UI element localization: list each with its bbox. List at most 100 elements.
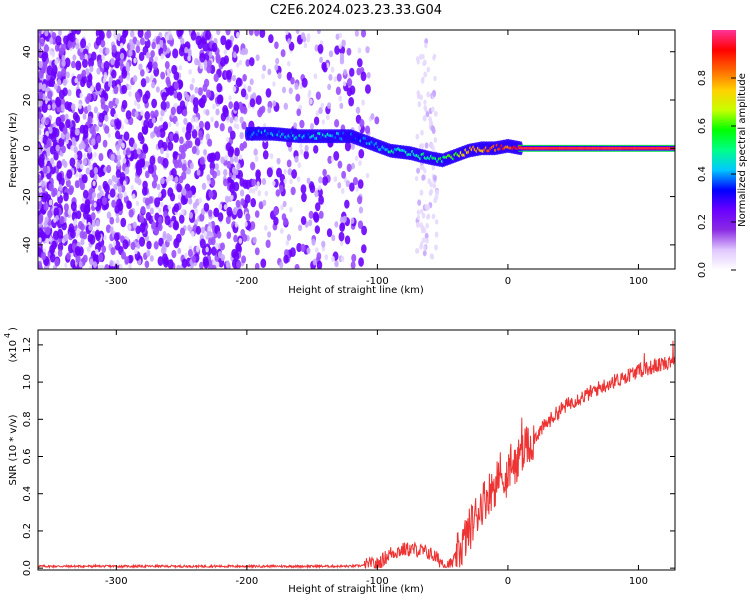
heatmap-noise-cell xyxy=(44,30,49,37)
heatmap-noise-cell xyxy=(164,61,170,70)
heatmap-noise-cell xyxy=(261,73,265,80)
heatmap-noise-cell xyxy=(182,108,188,117)
heatmap-noise-cell xyxy=(291,169,298,179)
spectrogram-x-label: Height of straight line (km) xyxy=(288,285,424,296)
heatmap-noise-cell xyxy=(86,246,91,253)
heatmap-noise-cell xyxy=(162,44,168,52)
heatmap-noise-cell xyxy=(355,186,359,192)
heatmap-noise-cell xyxy=(242,106,248,115)
heatmap-noise-cell xyxy=(293,122,298,129)
heatmap-noise-cell xyxy=(74,77,78,84)
heatmap-noise-cell xyxy=(95,36,102,46)
x-tick-label: 100 xyxy=(629,576,648,587)
heatmap-noise-cell xyxy=(38,174,42,183)
heatmap-noise-cell xyxy=(424,232,429,240)
heatmap-noise-cell xyxy=(254,155,259,162)
spectrogram-x-axis: -300 -200 -100 0 100 xyxy=(105,30,648,287)
heatmap-noise-cell xyxy=(113,85,119,95)
heatmap-noise-cell xyxy=(249,78,254,86)
heatmap-noise-cell xyxy=(225,39,232,49)
heatmap-noise-cell xyxy=(81,217,86,224)
heatmap-noise-cell xyxy=(70,145,74,151)
heatmap-noise-cell xyxy=(181,258,188,268)
heatmap-noise-cell xyxy=(41,192,48,203)
colorbar-axis: 0.0 0.2 0.4 0.6 0.8 xyxy=(697,70,736,278)
heatmap-noise-cell xyxy=(365,46,370,54)
heatmap-noise-cell xyxy=(63,203,69,212)
heatmap-noise-cell xyxy=(210,116,214,123)
heatmap-noise-cell xyxy=(224,195,230,203)
heatmap-noise-cell xyxy=(344,141,351,152)
heatmap-noise-cell xyxy=(233,155,239,163)
heatmap-noise-cell xyxy=(74,245,81,256)
heatmap-noise-cell xyxy=(252,92,257,100)
heatmap-noise-cell xyxy=(78,172,82,179)
heatmap-noise-cell xyxy=(99,47,103,54)
heatmap-noise-cell xyxy=(300,243,306,253)
heatmap-noise-cell xyxy=(158,191,162,198)
heatmap-noise-cell xyxy=(110,153,115,162)
heatmap-noise-cell xyxy=(181,188,187,196)
heatmap-noise-cell xyxy=(57,228,64,239)
heatmap-noise-cell xyxy=(317,43,324,54)
heatmap-noise-cell xyxy=(313,73,318,80)
heatmap-noise-cell xyxy=(202,41,209,52)
heatmap-noise-cell xyxy=(306,247,311,255)
heatmap-noise-cell xyxy=(147,61,153,71)
heatmap-noise-cell xyxy=(208,209,213,217)
heatmap-noise-cell xyxy=(47,90,53,100)
heatmap-noise-cell xyxy=(125,65,131,73)
heatmap-noise-cell xyxy=(156,183,161,191)
colorbar: 0.0 0.2 0.4 0.6 0.8 Normalized spectral ampl… xyxy=(697,30,748,278)
heatmap-noise-cell xyxy=(93,202,97,208)
heatmap-noise-cell xyxy=(159,128,166,139)
heatmap-noise-cell xyxy=(242,74,247,82)
heatmap-noise-cell xyxy=(173,133,179,143)
heatmap-noise-cell xyxy=(115,98,120,105)
y-tick-label: 1.2 xyxy=(22,337,33,353)
heatmap-noise-cell xyxy=(107,132,111,139)
heatmap-noise-cell xyxy=(416,214,421,221)
heatmap-noise-cell xyxy=(419,244,423,250)
heatmap-noise-cell xyxy=(60,104,65,112)
heatmap-noise-cell xyxy=(53,151,59,161)
heatmap-noise-cell xyxy=(158,237,164,247)
heatmap-noise-cell xyxy=(344,199,350,209)
heatmap-noise-cell xyxy=(112,241,117,247)
heatmap-noise-cell xyxy=(239,154,243,160)
heatmap-noise-cell xyxy=(280,204,284,211)
heatmap-noise-cell xyxy=(187,48,192,56)
heatmap-noise-cell xyxy=(177,247,182,255)
heatmap-noise-cell xyxy=(128,263,132,269)
heatmap-noise-cell xyxy=(109,188,116,198)
heatmap-noise-cell xyxy=(188,197,193,205)
heatmap-noise-cell xyxy=(418,53,423,60)
heatmap-noise-cell xyxy=(167,141,174,151)
heatmap-noise-cell xyxy=(255,169,261,179)
heatmap-noise-cell xyxy=(184,100,189,107)
heatmap-noise-cell xyxy=(300,32,306,40)
heatmap-noise-cell xyxy=(142,180,148,190)
heatmap-noise-cell xyxy=(139,37,145,46)
heatmap-noise-cell xyxy=(57,249,63,257)
heatmap-noise-cell xyxy=(175,121,179,127)
heatmap-noise-cell xyxy=(119,34,126,45)
heatmap-noise-cell xyxy=(135,165,143,176)
heatmap-noise-cell xyxy=(370,113,375,120)
heatmap-noise-cell xyxy=(62,126,68,135)
heatmap-noise-cell xyxy=(93,106,98,114)
heatmap-noise-cell xyxy=(242,179,249,189)
heatmap-noise-cell xyxy=(229,116,234,124)
heatmap-noise-cell xyxy=(306,33,311,40)
heatmap-noise-cell xyxy=(216,83,223,93)
heatmap-noise-cell xyxy=(335,86,341,96)
heatmap-noise-cell xyxy=(82,158,88,166)
heatmap-noise-cell xyxy=(190,230,195,237)
heatmap-noise-cell xyxy=(130,44,134,51)
heatmap-noise-cell xyxy=(160,71,166,80)
colorbar-label: Normalized spectral amplitude xyxy=(737,73,748,227)
heatmap-noise-cell xyxy=(102,196,108,206)
heatmap-noise-cell xyxy=(242,233,248,242)
heatmap-noise-cell xyxy=(97,185,102,192)
heatmap-noise-cell xyxy=(98,253,104,263)
